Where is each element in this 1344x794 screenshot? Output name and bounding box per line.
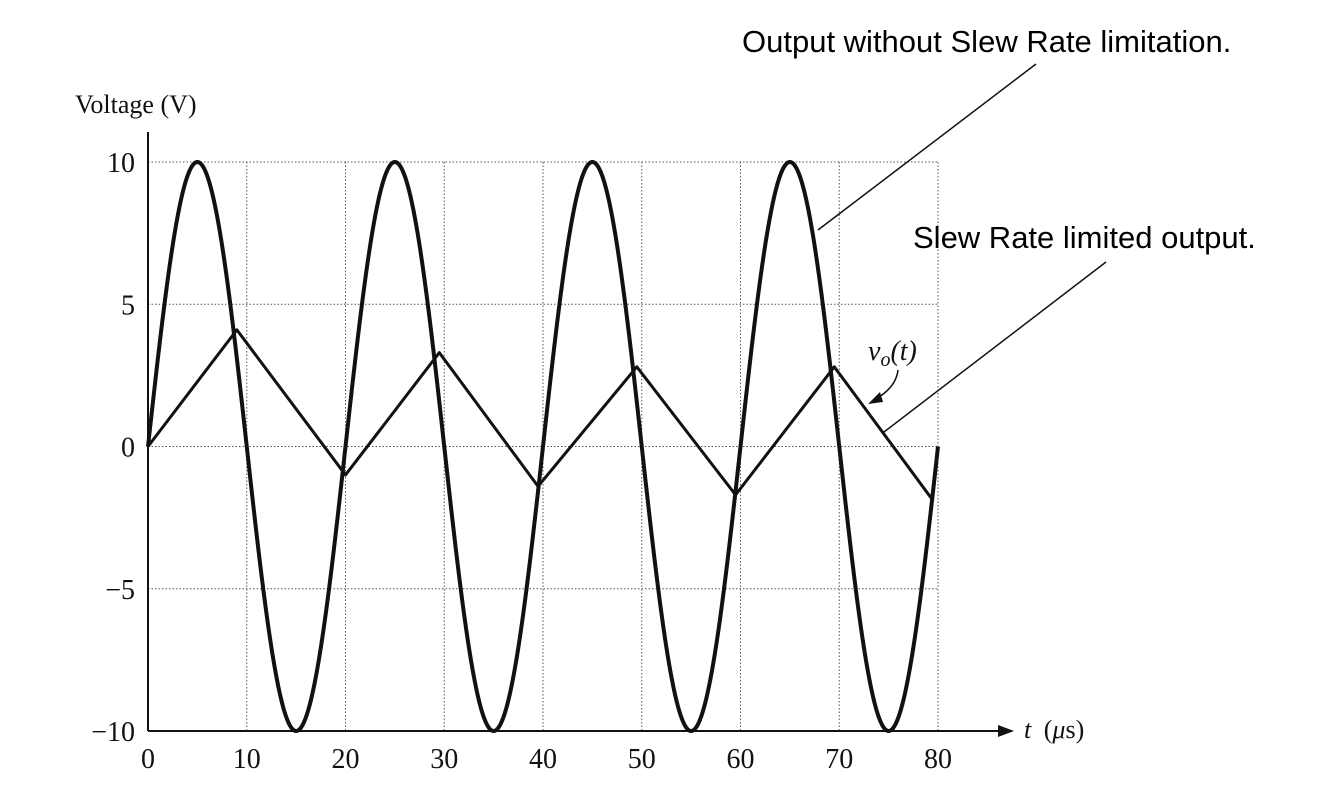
annotation-slew-label: Slew Rate limited output. bbox=[913, 220, 1256, 255]
x-axis-label-open: ( bbox=[1044, 715, 1053, 744]
x-tick-label-3: 30 bbox=[430, 744, 458, 775]
y-tick-label-3: −5 bbox=[105, 575, 135, 606]
y-tick-label-0: 10 bbox=[107, 148, 135, 179]
vo-label-arg: (t) bbox=[890, 336, 916, 367]
y-tick-label-4: −10 bbox=[91, 717, 135, 748]
annotation-layer: Voltage (V) t (μs) Output without Slew R… bbox=[75, 24, 1256, 744]
x-tick-label-2: 20 bbox=[332, 744, 360, 775]
x-axis-label-t: t bbox=[1024, 715, 1032, 744]
x-axis-label: t (μs) bbox=[1024, 715, 1084, 744]
series-slew-line bbox=[146, 328, 935, 502]
x-tick-label-0: 0 bbox=[141, 744, 155, 775]
x-tick-label-4: 40 bbox=[529, 744, 557, 775]
x-tick-label-6: 60 bbox=[727, 744, 755, 775]
annotation-sine-label: Output without Slew Rate limitation. bbox=[742, 24, 1231, 59]
series-layer bbox=[146, 160, 940, 733]
y-tick-label-2: 0 bbox=[121, 433, 135, 464]
series-sine-line bbox=[146, 160, 940, 733]
x-tick-label-5: 50 bbox=[628, 744, 656, 775]
x-axis-label-unit: s) bbox=[1065, 715, 1084, 744]
vo-label-sub: o bbox=[880, 349, 890, 371]
annotation-slew-leader bbox=[883, 261, 1107, 433]
vo-label: vo(t) bbox=[868, 336, 917, 371]
x-axis-arrowhead bbox=[998, 725, 1014, 737]
x-tick-label-8: 80 bbox=[924, 744, 952, 775]
x-axis-label-mu: μ bbox=[1051, 715, 1065, 744]
x-tick-label-7: 70 bbox=[825, 744, 853, 775]
vo-arrowhead bbox=[868, 392, 883, 404]
x-tick-label-1: 10 bbox=[233, 744, 261, 775]
y-axis-label: Voltage (V) bbox=[75, 90, 197, 119]
vo-label-v: v bbox=[868, 336, 881, 367]
y-tick-label-1: 5 bbox=[121, 290, 135, 321]
annotation-sine-leader bbox=[817, 63, 1037, 231]
